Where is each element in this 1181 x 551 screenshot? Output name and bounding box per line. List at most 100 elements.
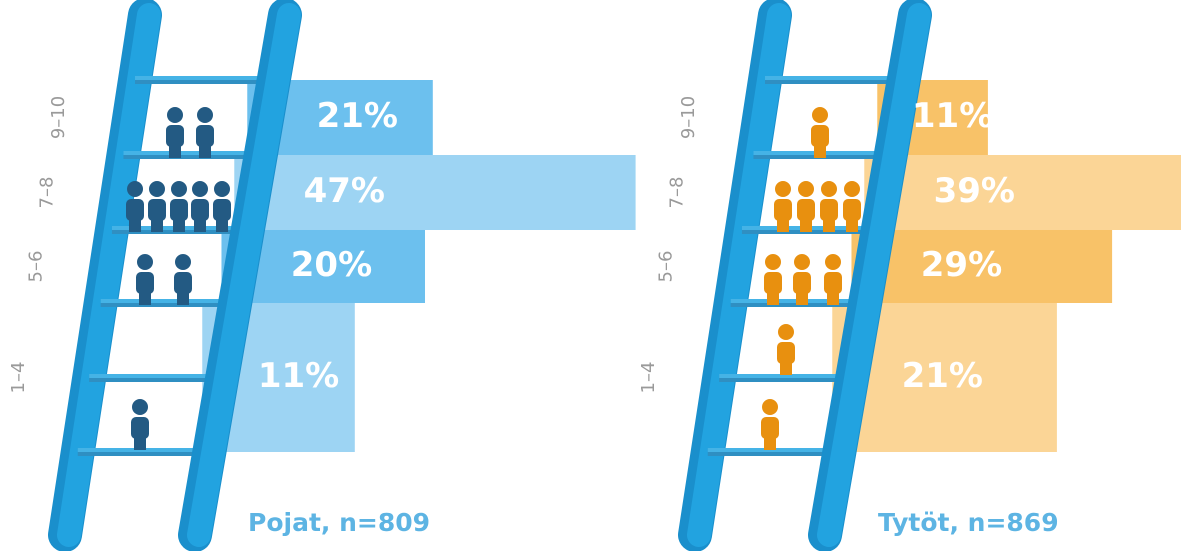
ladder-rung-top: [719, 374, 853, 378]
value-label: 47%: [304, 171, 385, 211]
person-body: [213, 199, 231, 221]
person-body: [820, 199, 838, 221]
ladder-rung-top: [123, 151, 261, 155]
person-legs: [199, 142, 211, 158]
person-body: [170, 199, 188, 221]
bar: [851, 230, 1113, 303]
value-label: 39%: [934, 171, 1015, 211]
ladder-rung-top: [765, 76, 904, 80]
person-icon: [764, 254, 782, 305]
person-head: [197, 107, 213, 123]
person-icon: [174, 254, 192, 305]
person-icon: [824, 254, 842, 305]
person-legs: [814, 142, 826, 158]
person-legs: [139, 289, 151, 305]
person-head: [794, 254, 810, 270]
person-legs: [173, 216, 185, 232]
person-head: [192, 181, 208, 197]
person-body: [191, 199, 209, 221]
category-label: 7–8: [667, 177, 688, 209]
person-body: [136, 272, 154, 294]
person-icon: [761, 399, 779, 450]
value-label: 20%: [291, 245, 372, 285]
bar: [234, 155, 636, 230]
person-body: [777, 342, 795, 364]
person-legs: [194, 216, 206, 232]
person-head: [821, 181, 837, 197]
person-head: [775, 181, 791, 197]
person-legs: [151, 216, 163, 232]
person-head: [844, 181, 860, 197]
person-icon: [213, 181, 231, 232]
person-legs: [764, 434, 776, 450]
category-label: 7–8: [37, 177, 58, 209]
person-head: [175, 254, 191, 270]
category-label: 1–4: [638, 362, 659, 394]
person-body: [843, 199, 861, 221]
person-icon: [843, 181, 861, 232]
person-head: [214, 181, 230, 197]
person-head: [762, 399, 778, 415]
person-icon: [797, 181, 815, 232]
person-icon: [196, 107, 214, 158]
person-head: [167, 107, 183, 123]
value-label: 21%: [902, 356, 983, 396]
ladder-rail-face: [187, 3, 301, 547]
person-body: [166, 125, 184, 147]
person-body: [824, 272, 842, 294]
person-legs: [216, 216, 228, 232]
person-body: [148, 199, 166, 221]
person-icon: [166, 107, 184, 158]
person-head: [825, 254, 841, 270]
person-icon: [820, 181, 838, 232]
value-label: 11%: [258, 356, 339, 396]
person-legs: [846, 216, 858, 232]
person-legs: [827, 289, 839, 305]
bar: [864, 155, 1181, 230]
person-legs: [796, 289, 808, 305]
person-icon: [170, 181, 188, 232]
person-legs: [823, 216, 835, 232]
person-legs: [800, 216, 812, 232]
person-body: [774, 199, 792, 221]
category-label: 9–10: [678, 96, 699, 139]
person-icon: [131, 399, 149, 450]
person-head: [798, 181, 814, 197]
person-body: [764, 272, 782, 294]
person-body: [196, 125, 214, 147]
person-body: [793, 272, 811, 294]
person-icon: [811, 107, 829, 158]
person-legs: [177, 289, 189, 305]
person-legs: [169, 142, 181, 158]
person-head: [132, 399, 148, 415]
person-body: [761, 417, 779, 439]
person-legs: [767, 289, 779, 305]
category-label: 9–10: [48, 96, 69, 139]
person-icon: [777, 324, 795, 375]
person-head: [137, 254, 153, 270]
person-head: [171, 181, 187, 197]
person-icon: [793, 254, 811, 305]
person-legs: [780, 359, 792, 375]
ladder-rung-top: [89, 374, 223, 378]
person-head: [778, 324, 794, 340]
person-head: [127, 181, 143, 197]
person-head: [812, 107, 828, 123]
person-body: [797, 199, 815, 221]
category-label: 5–6: [655, 251, 676, 283]
ladder-rail-face: [817, 3, 931, 547]
person-head: [765, 254, 781, 270]
person-legs: [129, 216, 141, 232]
person-head: [149, 181, 165, 197]
person-legs: [134, 434, 146, 450]
category-label: 5–6: [25, 251, 46, 283]
value-label: 21%: [317, 96, 398, 136]
value-label: 29%: [921, 245, 1002, 285]
caption: Pojat, n=809: [248, 508, 430, 537]
person-body: [126, 199, 144, 221]
person-icon: [136, 254, 154, 305]
person-body: [811, 125, 829, 147]
person-icon: [191, 181, 209, 232]
value-label: 11%: [912, 96, 993, 136]
